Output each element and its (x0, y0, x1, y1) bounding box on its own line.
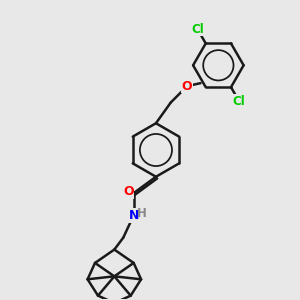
Text: Cl: Cl (191, 23, 204, 36)
Text: O: O (182, 80, 193, 93)
Text: H: H (137, 207, 147, 220)
Text: N: N (128, 209, 139, 222)
Text: Cl: Cl (233, 95, 245, 108)
Text: O: O (123, 185, 134, 198)
